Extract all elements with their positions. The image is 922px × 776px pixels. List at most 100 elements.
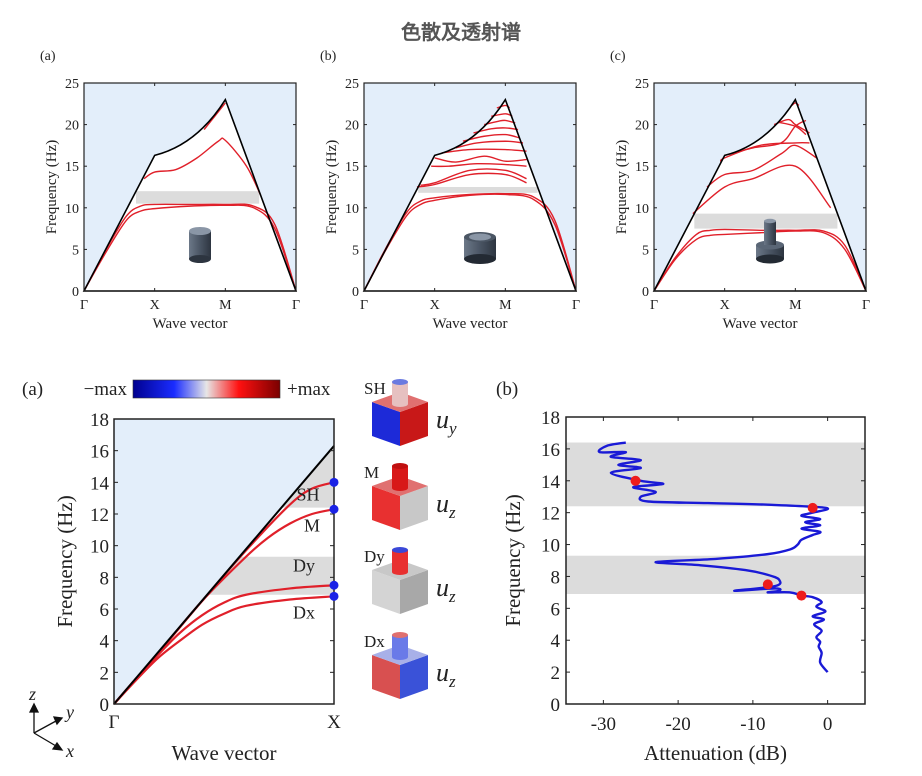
sound-cone-region (114, 419, 334, 704)
attenuation-line (597, 441, 830, 673)
mode-shape-Dx: Dx uz (364, 632, 456, 699)
y-tick-label: 2 (551, 663, 561, 684)
attenuation-marker (796, 590, 807, 601)
bandgap-band (207, 556, 334, 595)
attenuation-marker (630, 475, 641, 486)
pillar-stem-top (764, 218, 776, 224)
bandgap-band (566, 555, 865, 594)
unit-cell-inset-icon (189, 227, 211, 263)
dispersion-chart-top-c: 0 5 10 15 20 25 Γ X M Γ Wave vector Frequency (Hz) (… (610, 49, 870, 332)
x-tick-label: M (789, 298, 802, 313)
displacement-subscript: z (448, 587, 456, 606)
mode-marker-Dx (329, 591, 339, 601)
sound-line (652, 97, 868, 292)
mode-shape-SH: SH uy (364, 379, 457, 446)
y-tick-label: 4 (100, 632, 110, 653)
x-tick-label: -30 (591, 714, 616, 735)
triad-y-label: y (64, 702, 74, 722)
pillar-stem-top (392, 463, 408, 469)
y-axis-arrow (33, 720, 57, 734)
dispersion-chart-top-b: 0 5 10 15 20 25 Γ X M Γ Wave vector Frequency (Hz) (… (320, 49, 580, 332)
x-tick-label: Γ (862, 298, 870, 313)
x-axis-arrow (33, 732, 57, 747)
x-tick-label: Γ (109, 712, 120, 733)
y-tick-label: 25 (635, 77, 649, 92)
pillar-stem (392, 635, 408, 657)
pillar-stem-bottom (392, 401, 408, 407)
cube-left-face (372, 486, 400, 530)
x-axis-label: Wave vector (723, 316, 798, 332)
y-axis-label: Frequency (Hz) (614, 140, 630, 235)
cylinder-body (189, 231, 211, 259)
x-tick-label: Γ (572, 298, 580, 313)
y-axis-label: Frequency (Hz) (44, 140, 60, 235)
pillar-stem (392, 466, 408, 488)
y-axis-label: Frequency (Hz) (53, 495, 77, 627)
mode-shape-label: SH (364, 379, 386, 398)
plot-frame (83, 82, 297, 292)
y-axis-label: Frequency (Hz) (324, 140, 340, 235)
band-line-band-4 (203, 102, 226, 131)
band-line-band-8 (455, 140, 524, 149)
band-line-band-2 (653, 228, 867, 292)
x-arrowhead (51, 741, 64, 751)
pillar-stem-top (392, 547, 408, 553)
triad-z-label: z (28, 684, 36, 704)
x-tick-label: 0 (823, 714, 833, 735)
band-line-band-3 (692, 164, 832, 215)
panel-label: (b) (496, 379, 518, 400)
x-tick-label: X (720, 298, 730, 313)
cube-right-face (400, 655, 428, 699)
triad-x-label: x (65, 741, 74, 761)
panel-label: (a) (22, 379, 43, 400)
figure-title: 色散及透射谱 (401, 20, 521, 44)
cylinder-base (189, 255, 211, 263)
y-tick-label: 5 (642, 243, 649, 258)
y-tick-label: 12 (541, 504, 560, 525)
mode-marker-Dy (329, 580, 339, 590)
dispersion-chart-bottom-a: 0 2 4 6 8 10 12 14 16 18 Γ X Wave vector Frequency (H… (22, 379, 341, 765)
attenuation-chart: 0 2 4 6 8 10 12 14 16 18 -30 -20 -10 0 Attenuation (dB… (496, 379, 866, 765)
panel-label: (a) (40, 49, 56, 64)
y-tick-label: 25 (345, 77, 359, 92)
y-tick-label: 0 (551, 695, 561, 716)
mode-shape-label: M (364, 463, 379, 482)
y-tick-label: 6 (551, 599, 561, 620)
y-tick-label: 15 (635, 160, 649, 175)
axes-triad-icon (28, 702, 64, 751)
y-tick-label: 2 (100, 663, 110, 684)
colorbar-min-label: −max (84, 379, 128, 400)
x-tick-label: -20 (665, 714, 690, 735)
y-tick-label: 16 (90, 442, 109, 463)
band-line-band-7 (773, 118, 810, 134)
y-tick-label: 12 (90, 505, 109, 526)
plot-frame (653, 82, 867, 292)
plot-frame (363, 82, 577, 292)
y-tick-label: 10 (635, 202, 649, 217)
pillar-stem (392, 550, 408, 572)
plot-frame (565, 416, 866, 705)
y-tick-label: 10 (541, 536, 560, 557)
y-tick-label: 18 (90, 410, 109, 431)
band-line-band-6 (434, 155, 527, 163)
band-line-band-9 (462, 133, 520, 142)
y-tick-label: 5 (352, 243, 359, 258)
cube-left-face (372, 655, 400, 699)
colorbar (132, 379, 281, 399)
band-line-band-7 (441, 148, 527, 154)
y-tick-label: 20 (635, 119, 649, 134)
z-arrowhead (28, 702, 40, 713)
y-tick-label: 0 (352, 285, 359, 300)
displacement-component-label: uz (436, 658, 456, 691)
band-line-band-5 (431, 162, 527, 168)
band-line-band-3 (143, 137, 262, 196)
plot-frame (113, 418, 335, 705)
displacement-component-label: uz (436, 573, 456, 606)
y-tick-label: 16 (541, 440, 560, 461)
mode-marker-SH (329, 477, 339, 487)
x-tick-label: X (327, 712, 341, 733)
displacement-subscript: y (447, 419, 457, 438)
pillar-stem (392, 382, 408, 404)
displacement-subscript: z (448, 672, 456, 691)
